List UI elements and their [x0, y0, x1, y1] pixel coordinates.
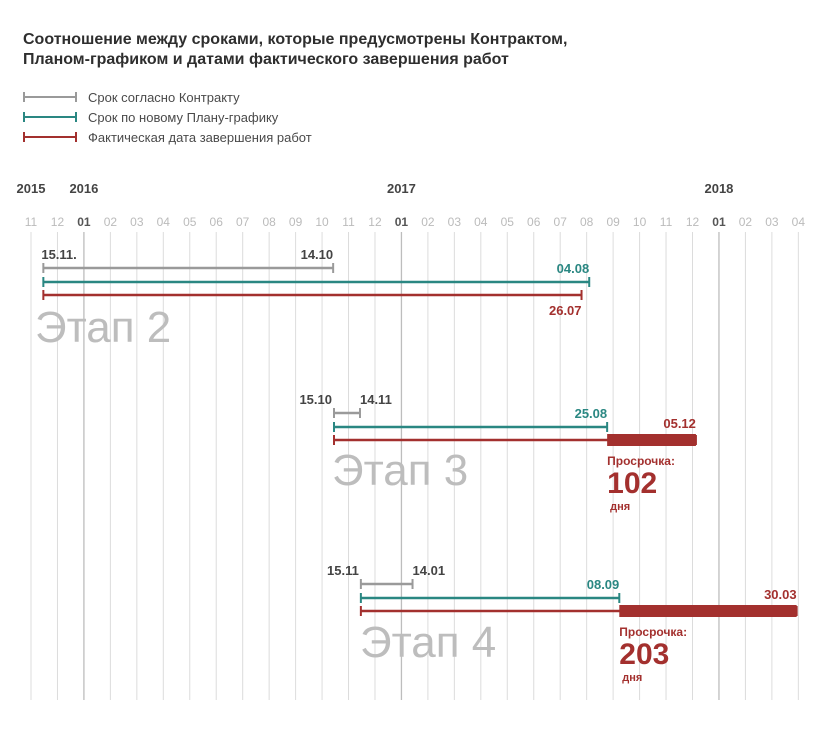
legend-swatch-plan: [23, 112, 77, 122]
month-tick-label: 01: [712, 215, 726, 229]
month-tick-label: 04: [792, 215, 806, 229]
legend-swatch-line: [25, 116, 75, 118]
legend-label-actual: Фактическая дата завершения работ: [88, 129, 312, 145]
stage-3-delay-days: 102: [607, 467, 657, 500]
month-tick-label: 12: [686, 215, 700, 229]
month-tick-label: 05: [183, 215, 197, 229]
stage-4-delay-label: Просрочка:: [619, 625, 687, 639]
month-tick-label: 03: [130, 215, 144, 229]
stage-4-delay-days: 203: [619, 638, 669, 671]
year-label: 2016: [69, 181, 98, 196]
stage-4-actual-end-label: 30.03: [764, 587, 797, 602]
legend-swatch-line: [25, 96, 75, 98]
legend-swatch-actual: [23, 132, 77, 142]
stage-2-plan-end-label: 04.08: [557, 261, 590, 276]
month-tick-label: 02: [104, 215, 118, 229]
month-tick-label: 03: [765, 215, 779, 229]
stage-3-delay-bar: [607, 434, 696, 446]
title-line-1: Соотношение между сроками, которые преду…: [23, 31, 568, 48]
stage-4-contract-end-label: 14.01: [413, 563, 446, 578]
month-tick-label: 04: [157, 215, 171, 229]
month-tick-label: 11: [660, 215, 673, 229]
legend-item-plan: Срок по новому Плану-графику: [23, 107, 312, 127]
year-label: 2018: [704, 181, 733, 196]
stage-3-contract-end-label: 14.11: [360, 392, 392, 407]
month-tick-label: 12: [51, 215, 65, 229]
stage-2-name: Этап 2: [35, 303, 171, 352]
month-tick-label: 05: [501, 215, 515, 229]
stage-3-plan-end-label: 25.08: [575, 406, 608, 421]
stage-3-contract-start-label: 15.10: [299, 392, 332, 407]
month-tick-label: 12: [368, 215, 382, 229]
month-tick-label: 01: [395, 215, 409, 229]
title-line-2: Планом-графиком и датами фактического за…: [23, 51, 509, 68]
stage-4-plan-end-label: 08.09: [587, 577, 620, 592]
month-tick-label: 02: [421, 215, 435, 229]
stage-4-delay-unit: дня: [622, 672, 642, 684]
stage-4-delay-bar: [619, 605, 797, 617]
month-tick-label: 08: [580, 215, 594, 229]
month-tick-label: 03: [448, 215, 462, 229]
stage-3-delay-label: Просрочка:: [607, 454, 675, 468]
month-tick-label: 07: [554, 215, 568, 229]
legend-label-contract: Срок согласно Контракту: [88, 89, 240, 105]
stage-3-actual-end-label: 05.12: [663, 416, 696, 431]
legend-label-plan: Срок по новому Плану-графику: [88, 109, 279, 125]
month-tick-label: 10: [633, 215, 647, 229]
month-tick-label: 11: [25, 215, 38, 229]
legend-swatch-line: [25, 136, 75, 138]
stage-3-delay-unit: дня: [610, 501, 630, 513]
legend-item-actual: Фактическая дата завершения работ: [23, 127, 312, 147]
stage-4-name: Этап 4: [360, 618, 496, 667]
month-tick-label: 11: [342, 215, 355, 229]
month-tick-label: 08: [262, 215, 276, 229]
stage-2-contract-end-label: 14.10: [301, 247, 334, 262]
legend-swatch-contract: [23, 92, 77, 102]
stage-2-actual-end-label: 26.07: [549, 303, 582, 318]
legend: Срок согласно Контракту Срок по новому П…: [23, 87, 312, 147]
chart-title: Соотношение между сроками, которые преду…: [23, 30, 783, 70]
month-tick-label: 09: [289, 215, 303, 229]
legend-item-contract: Срок согласно Контракту: [23, 87, 312, 107]
stage-2-contract-start-label: 15.11.: [41, 247, 76, 262]
month-tick-label: 01: [77, 215, 91, 229]
stage-4-contract-start-label: 15.11: [327, 563, 359, 578]
stage-3-name: Этап 3: [332, 446, 468, 495]
month-tick-label: 10: [315, 215, 329, 229]
year-label: 2017: [387, 181, 416, 196]
month-tick-label: 04: [474, 215, 488, 229]
month-tick-label: 07: [236, 215, 250, 229]
month-tick-label: 02: [739, 215, 753, 229]
month-tick-label: 06: [210, 215, 224, 229]
month-tick-label: 06: [527, 215, 541, 229]
month-tick-label: 09: [606, 215, 620, 229]
year-label: 2015: [17, 181, 46, 196]
